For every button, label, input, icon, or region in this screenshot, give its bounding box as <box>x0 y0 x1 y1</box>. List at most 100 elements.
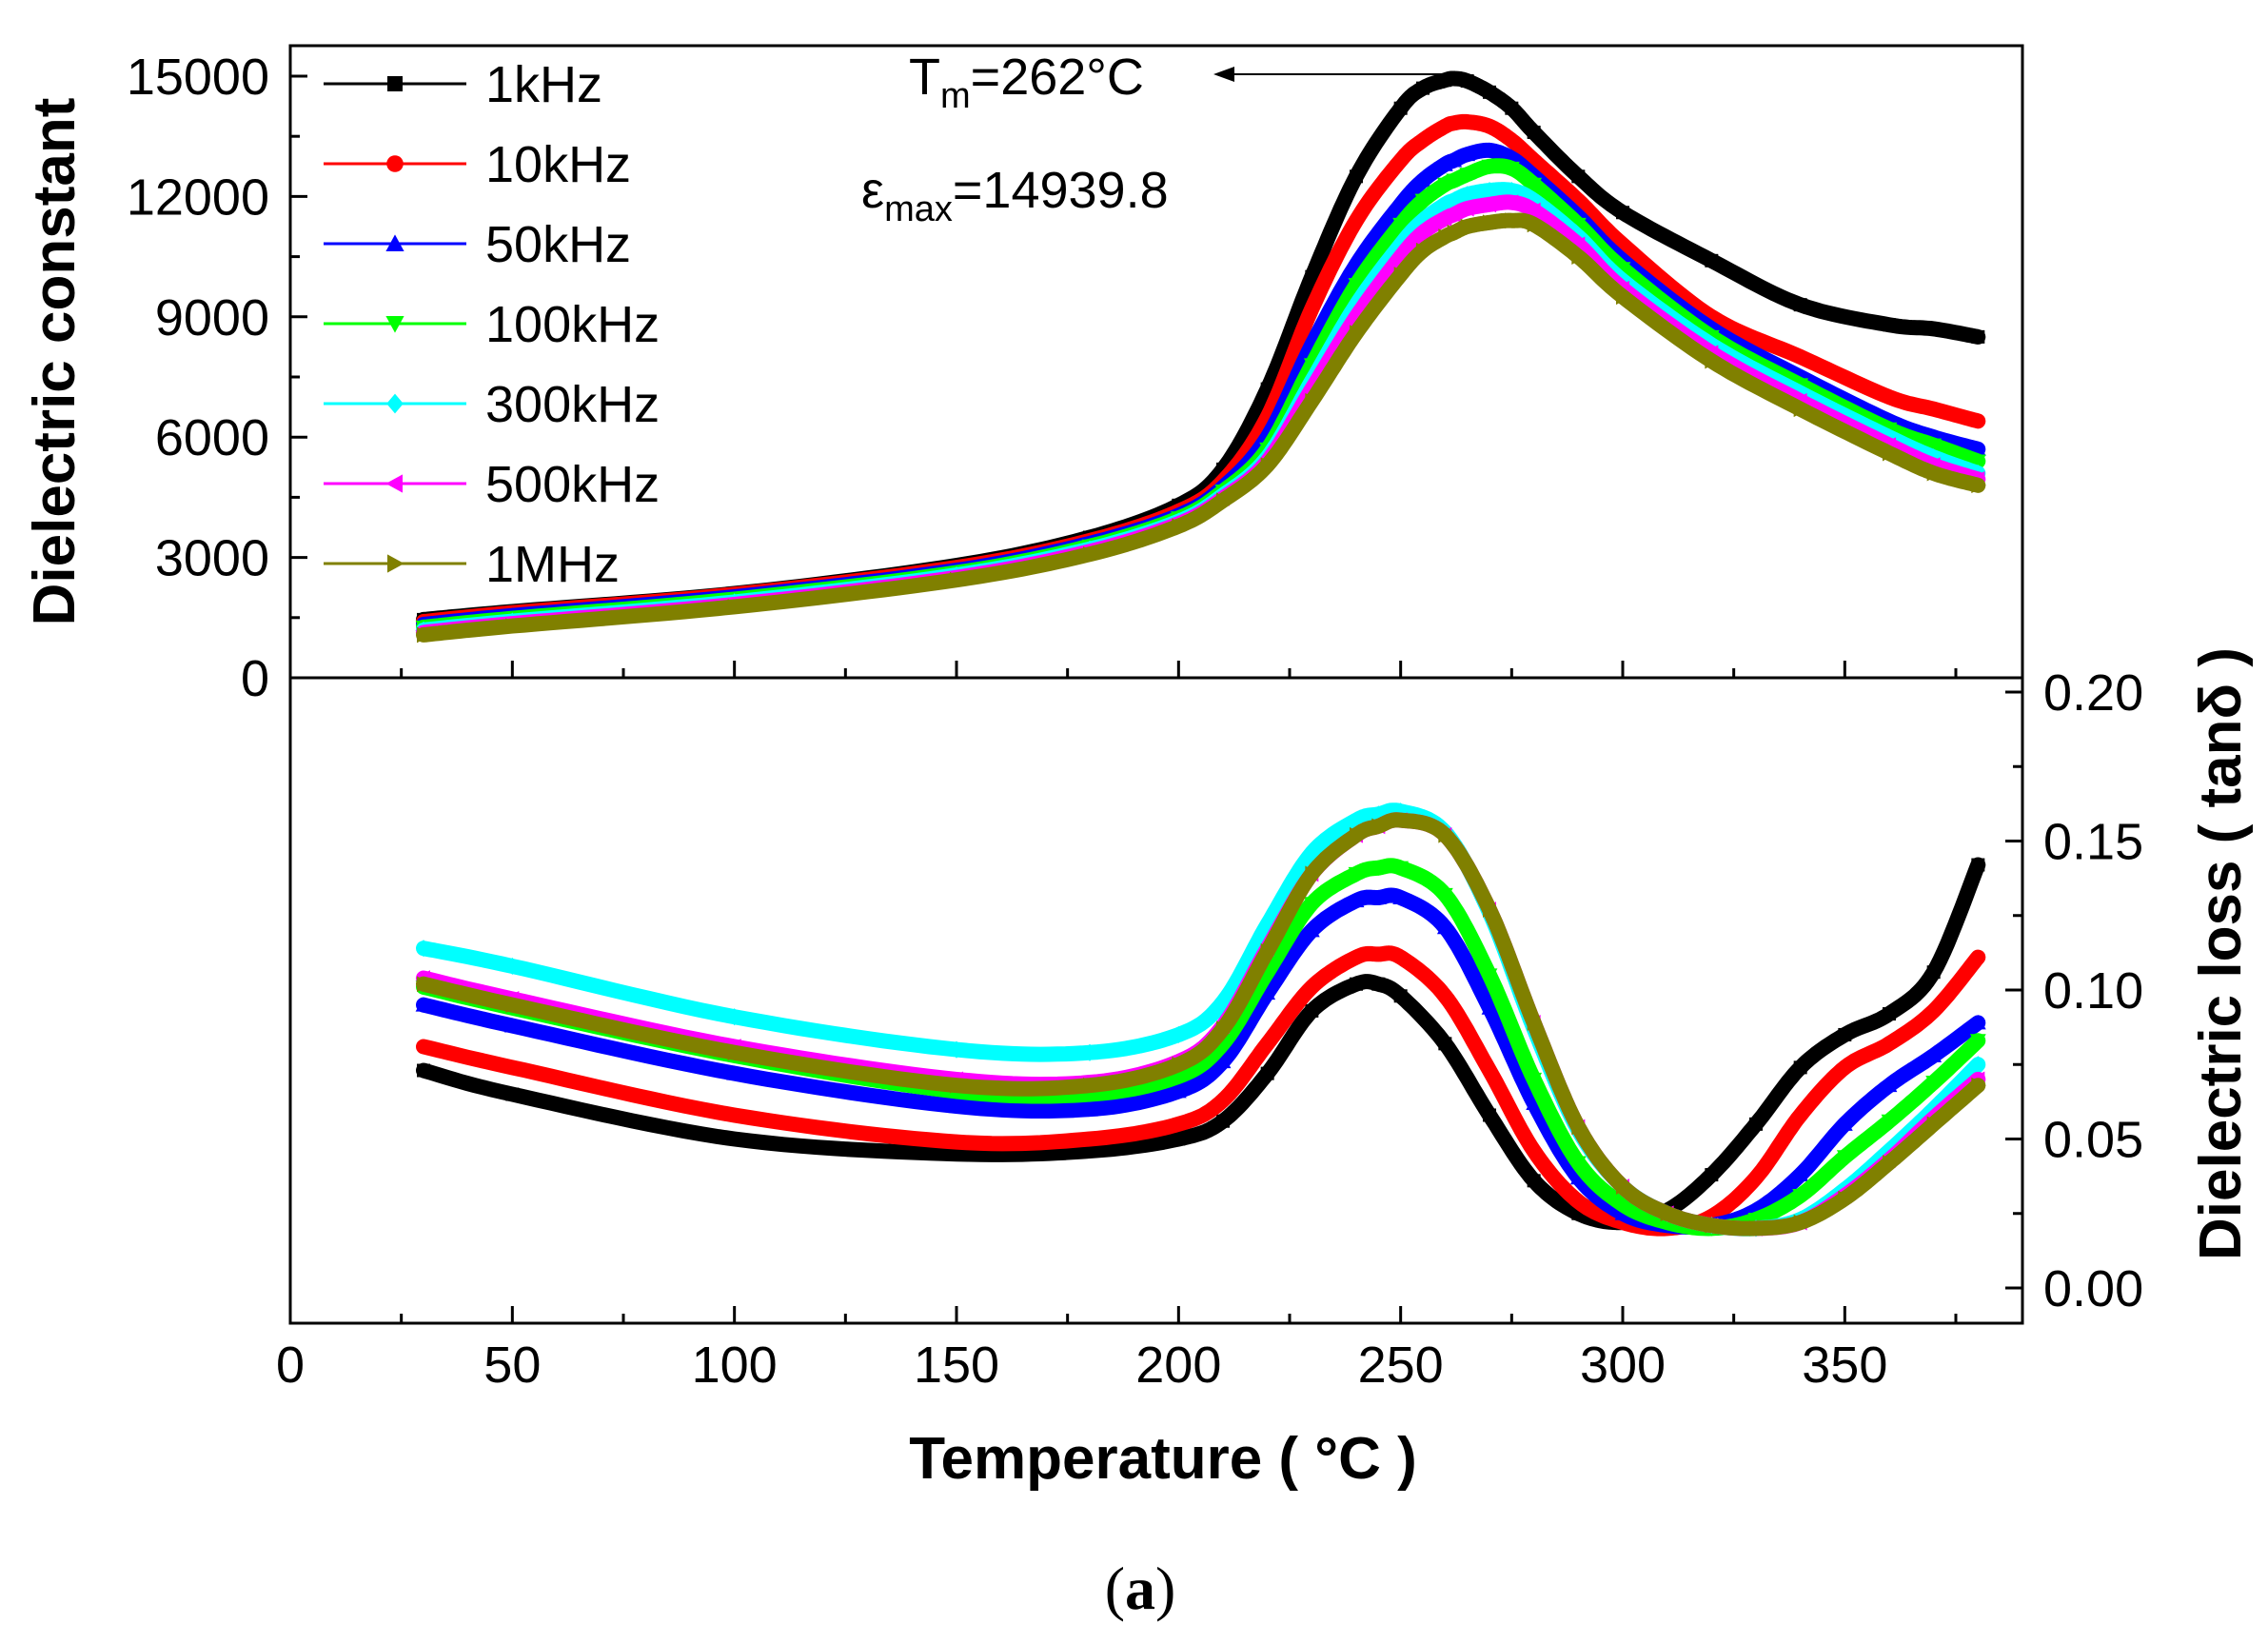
top-data-point <box>1505 101 1519 115</box>
bottom-data-point <box>1215 993 1231 1011</box>
bottom-data-point <box>727 1132 741 1146</box>
top-panel-curves <box>415 70 1986 644</box>
top-data-point <box>1447 71 1461 86</box>
top-data-point <box>1460 218 1476 235</box>
top-data-point <box>1483 85 1496 99</box>
top-series-1MHz <box>416 212 1986 644</box>
bottom-data-point <box>1836 1116 1853 1131</box>
top-data-point <box>1926 465 1943 482</box>
bottom-data-point <box>1350 977 1363 991</box>
bottom-data-point <box>1392 861 1410 877</box>
eps-max-annotation: εmax=14939.8 <box>861 162 1169 229</box>
bottom-data-point <box>1259 916 1275 934</box>
top-data-point <box>1459 114 1475 129</box>
bottom-data-point <box>1570 1194 1587 1209</box>
top-data-point <box>1925 402 1942 417</box>
top-data-point <box>1793 298 1807 312</box>
bottom-data-point <box>726 1065 743 1080</box>
top-data-point <box>1571 169 1586 184</box>
bottom-data-point <box>1304 843 1320 862</box>
bottom-data-point <box>1392 889 1410 904</box>
legend-label: 500kHz <box>485 456 660 513</box>
top-data-point <box>1416 242 1431 259</box>
bottom-data-point <box>1083 1077 1098 1094</box>
bottom-data-point <box>1970 949 1986 965</box>
bottom-data-point <box>503 1018 521 1033</box>
bottom-data-point <box>1969 1015 1986 1030</box>
bottom-data-point <box>1883 1007 1896 1021</box>
bottom-data-point <box>1837 1060 1853 1076</box>
bottom-data-point <box>1969 1034 1986 1049</box>
bottom-y-axis-title: Dielectric loss ( tanδ ) <box>2188 647 2254 1260</box>
tm-annotation: Tm=262°C <box>909 49 1144 116</box>
top-data-point <box>1414 193 1431 209</box>
legend-marker-icon <box>386 155 404 172</box>
top-data-point <box>1925 438 1943 454</box>
bottom-data-point <box>1082 1043 1097 1061</box>
legend-marker-icon <box>387 76 403 91</box>
bottom-data-point <box>1303 897 1320 912</box>
bottom-data-point <box>1081 1100 1098 1117</box>
bottom-data-point <box>1571 1119 1587 1136</box>
legend-item-1kHz: 1kHz <box>324 56 602 113</box>
bottom-data-point <box>1793 1060 1807 1075</box>
bottom-data-point <box>1348 866 1365 882</box>
bottom-data-point <box>1569 1169 1587 1185</box>
bottom-data-point <box>1172 1132 1186 1146</box>
x-tick-label: 150 <box>914 1337 999 1394</box>
bottom-data-point <box>950 1077 965 1094</box>
bottom-series-10kHz <box>416 945 1986 1237</box>
legend-item-300kHz: 300kHz <box>324 376 660 433</box>
x-tick-label: 100 <box>692 1337 778 1394</box>
bottom-data-point <box>1481 1000 1498 1015</box>
top-data-point <box>1883 318 1896 332</box>
top-data-point <box>1436 177 1453 193</box>
legend-label: 1MHz <box>485 536 620 593</box>
top-y-tick-label: 3000 <box>155 530 269 587</box>
top-data-point <box>1526 202 1541 219</box>
legend-label: 50kHz <box>485 216 631 273</box>
top-data-point <box>1882 389 1897 405</box>
top-data-point <box>1304 301 1320 317</box>
bottom-data-point <box>1926 1116 1943 1133</box>
bottom-data-point <box>1215 1093 1231 1108</box>
bottom-data-point <box>1438 1037 1452 1051</box>
figure-label: (a) <box>1105 1555 1176 1622</box>
x-tick-label: 250 <box>1358 1337 1444 1394</box>
bottom-data-point <box>1838 1027 1852 1041</box>
bottom-data-point <box>1882 1036 1897 1052</box>
legend-marker-icon <box>385 316 404 333</box>
bottom-data-point <box>1393 989 1408 1003</box>
bottom-data-point <box>1925 1076 1943 1091</box>
bottom-data-point <box>1349 949 1364 965</box>
bottom-data-point <box>1303 922 1320 938</box>
top-data-point <box>1083 545 1098 563</box>
top-data-point <box>1436 156 1453 171</box>
top-data-point <box>1503 194 1519 211</box>
legend-label: 10kHz <box>485 136 631 193</box>
top-data-point <box>1503 161 1520 177</box>
x-tick-label: 0 <box>276 1337 305 1394</box>
top-data-point <box>1482 118 1497 134</box>
top-data-point <box>1393 267 1410 283</box>
top-data-point <box>1446 206 1461 223</box>
bottom-data-point <box>1569 1156 1587 1171</box>
bottom-data-point <box>1214 1053 1232 1069</box>
bottom-data-point <box>1260 1066 1274 1080</box>
x-axis-title: Temperature ( °C ) <box>909 1426 1417 1492</box>
top-data-point <box>1447 224 1463 241</box>
top-data-point <box>1446 115 1462 130</box>
top-data-point <box>1705 253 1719 267</box>
bottom-data-point <box>950 1147 963 1161</box>
top-y-tick-label: 9000 <box>155 289 269 347</box>
top-y-tick-label: 0 <box>241 650 269 707</box>
top-data-point <box>1172 518 1187 535</box>
bottom-data-point <box>1749 1117 1763 1131</box>
bottom-data-point <box>1259 984 1276 1000</box>
bottom-data-point <box>1793 1214 1809 1231</box>
bottom-data-point <box>1304 980 1320 995</box>
x-tick-label: 350 <box>1802 1337 1887 1394</box>
bottom-data-point <box>1881 1077 1898 1093</box>
top-data-point <box>1527 125 1541 139</box>
